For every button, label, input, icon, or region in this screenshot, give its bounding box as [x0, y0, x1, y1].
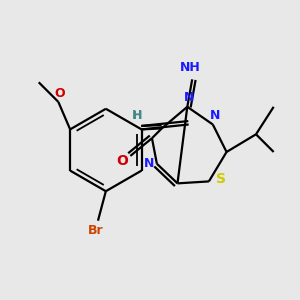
Text: H: H: [131, 109, 142, 122]
Text: N: N: [210, 109, 220, 122]
Text: N: N: [184, 92, 194, 104]
Text: NH: NH: [180, 61, 201, 74]
Text: H: H: [133, 111, 142, 121]
Text: O: O: [54, 87, 65, 100]
Text: S: S: [216, 172, 226, 186]
Text: N: N: [144, 157, 154, 170]
Text: O: O: [117, 154, 128, 168]
Text: Br: Br: [88, 224, 104, 237]
